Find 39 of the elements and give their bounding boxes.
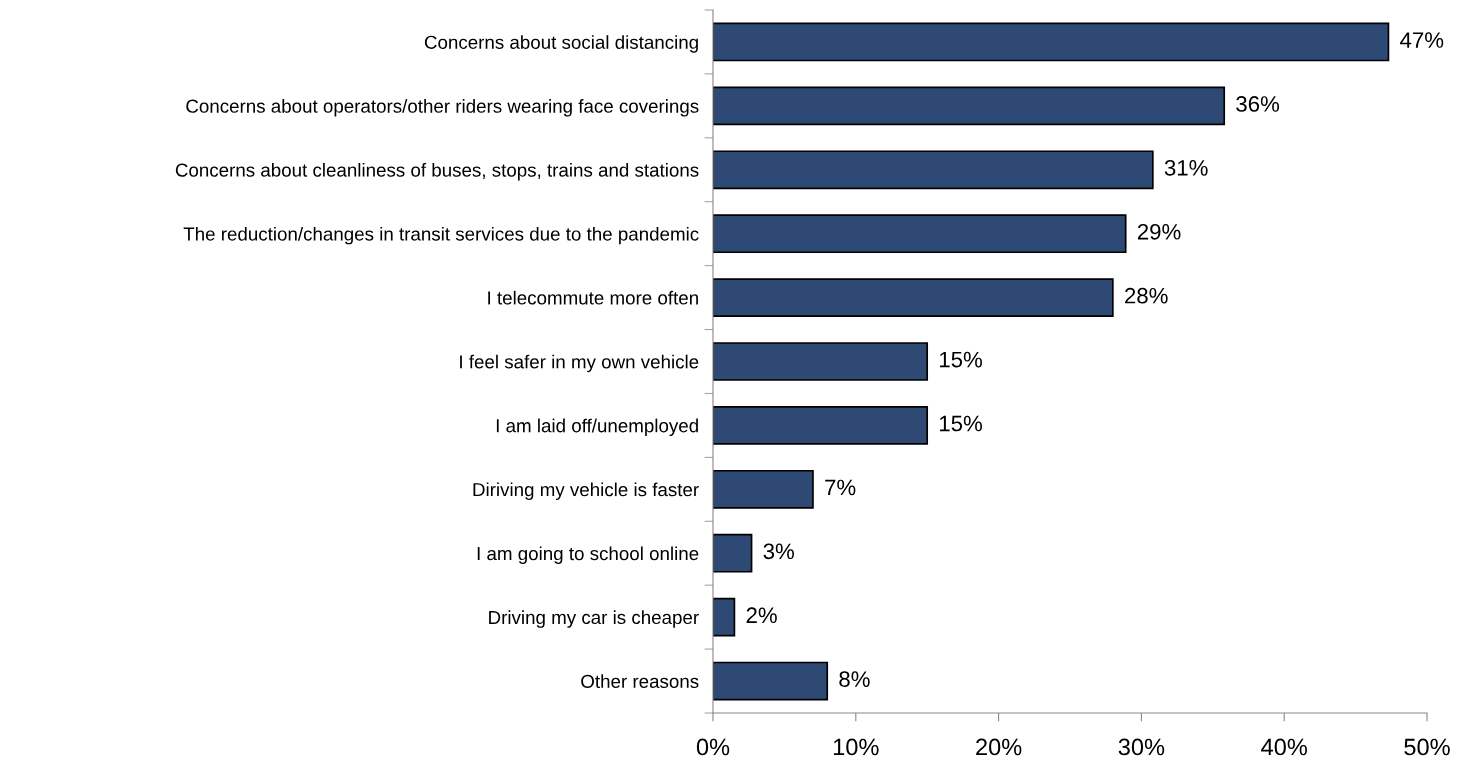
y-tick-label: Concerns about operators/other riders wearing face coverings — [186, 99, 699, 117]
bar — [713, 661, 829, 701]
y-tick-label: I telecommute more often — [488, 290, 698, 305]
y-tick-label: Other reasons — [581, 674, 699, 689]
y-tick-label: I feel safer in my own vehicle — [460, 354, 699, 373]
data-label: 31% — [1164, 160, 1208, 176]
bar — [713, 86, 1226, 126]
bar — [713, 150, 1154, 190]
bar — [713, 533, 753, 573]
bar — [713, 214, 1127, 254]
x-tick-label: 40% — [1261, 738, 1307, 756]
data-label: 7% — [825, 479, 856, 496]
data-label: 28% — [1125, 287, 1168, 304]
data-label: 15% — [940, 351, 982, 368]
y-tick-label: Diriving my vehicle is faster — [473, 482, 699, 500]
x-tick-label: 20% — [976, 738, 1022, 756]
bar — [713, 597, 736, 637]
y-tick-label: Concerns about cleanliness of buses, stops, trains and stations — [175, 162, 699, 181]
bar — [713, 278, 1114, 317]
data-label: 29% — [1137, 223, 1181, 240]
bar — [713, 469, 814, 509]
data-label: 2% — [746, 607, 777, 624]
y-tick-label: Driving my car is cheaper — [489, 610, 699, 628]
bar — [713, 342, 929, 381]
x-tick-label: 50% — [1404, 738, 1450, 756]
y-tick-label: I am going to school online — [477, 546, 699, 564]
y-tick-label: The reduction/changes in transit services due to the pandemic — [183, 226, 699, 245]
data-label: 8% — [839, 671, 870, 688]
data-label: 3% — [763, 543, 794, 560]
x-tick-label: 30% — [1118, 738, 1165, 756]
y-tick-label: Concerns about social distancing — [424, 35, 698, 53]
x-tick-label: 10% — [833, 738, 879, 756]
bar — [713, 22, 1390, 62]
bar — [713, 406, 929, 445]
x-tick-label: 0% — [696, 738, 730, 756]
data-label: 36% — [1236, 96, 1280, 112]
y-tick-label: I am laid off/unemployed — [496, 418, 698, 437]
data-label: 47% — [1400, 32, 1444, 48]
data-label: 15% — [940, 415, 982, 432]
